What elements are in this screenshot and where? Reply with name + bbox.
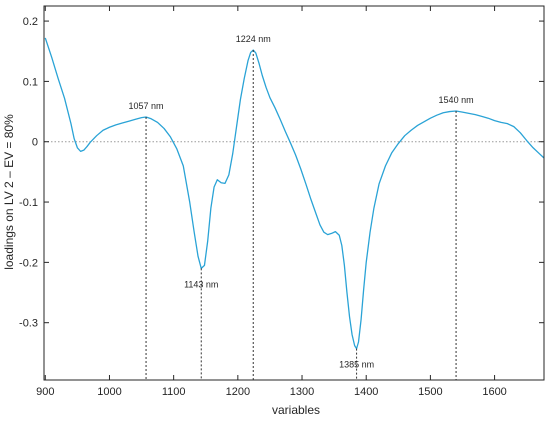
x-axis-label: variables bbox=[272, 403, 320, 417]
x-tick-label-1300: 1300 bbox=[290, 386, 314, 398]
x-tick-label-1200: 1200 bbox=[226, 386, 250, 398]
y-tick-label--0.2: -0.2 bbox=[19, 257, 38, 269]
x-tick-label-900: 900 bbox=[36, 386, 54, 398]
axes-frame bbox=[43, 5, 545, 381]
x-tick-label-1500: 1500 bbox=[418, 386, 442, 398]
y-tick-label--0.3: -0.3 bbox=[19, 318, 38, 330]
series-line-1 bbox=[44, 37, 545, 350]
x-tick-label-1600: 1600 bbox=[482, 386, 506, 398]
x-tick-label-1100: 1100 bbox=[162, 386, 186, 398]
peak-annotations: 1057 nm 1143 nm 1224 nm 1385 nm 1540 nm bbox=[129, 34, 474, 380]
x-tick-label-1000: 1000 bbox=[97, 386, 121, 398]
axes: 900 1000 1100 1200 1300 1400 1500 1600 0.2 0.1 0 -0… bbox=[19, 5, 545, 398]
peak-label-1057-nm: 1057 nm bbox=[129, 101, 164, 111]
y-tick-label-0: 0 bbox=[32, 137, 38, 149]
y-axis-label: loadings on LV 2 – EV = 80% bbox=[2, 114, 16, 270]
plot-area bbox=[44, 37, 545, 350]
peak-label-1385-nm: 1385 nm bbox=[339, 360, 374, 370]
peak-label-1224-nm: 1224 nm bbox=[236, 34, 271, 44]
x-tick-label-1400: 1400 bbox=[354, 386, 378, 398]
y-tick-label--0.1: -0.1 bbox=[19, 197, 38, 209]
y-tick-label-0.2: 0.2 bbox=[23, 16, 38, 28]
y-tick-label-0.1: 0.1 bbox=[23, 76, 38, 88]
peak-label-1540-nm: 1540 nm bbox=[439, 95, 474, 105]
peak-label-1143-nm: 1143 nm bbox=[184, 279, 218, 289]
